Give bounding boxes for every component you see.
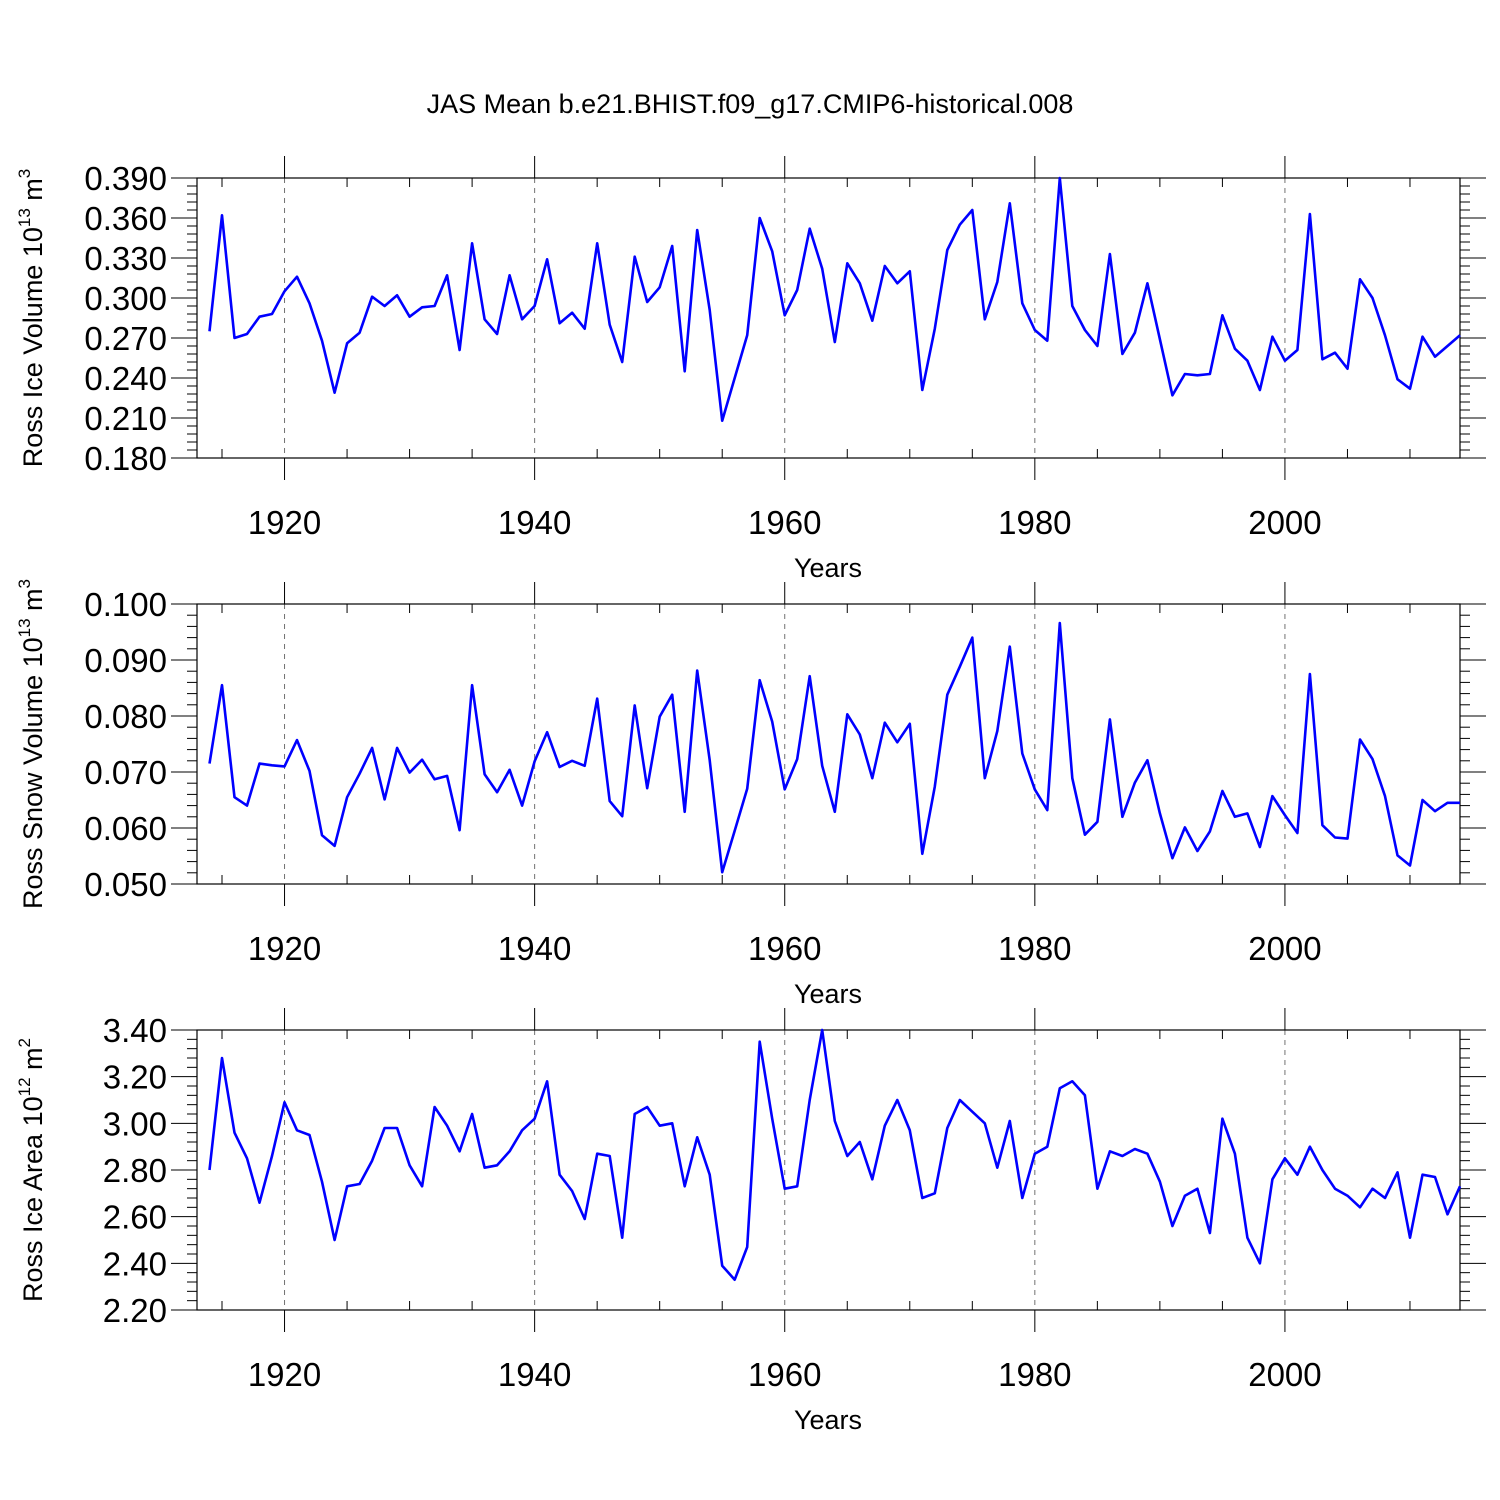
y-axis-label: Ross Ice Volume 1013 m3 xyxy=(15,169,48,468)
x-tick-label: 1920 xyxy=(248,1356,321,1393)
y-tick-label: 0.050 xyxy=(84,866,167,903)
y-tick-label: 0.070 xyxy=(84,754,167,791)
x-tick-label: 1940 xyxy=(498,930,571,967)
y-tick-label: 0.210 xyxy=(84,400,167,437)
series-line xyxy=(208,1028,1462,1281)
y-tick-label: 3.00 xyxy=(103,1105,167,1142)
y-tick-label: 0.080 xyxy=(84,698,167,735)
y-axis-label-text: Ross Snow Volume 10 xyxy=(18,637,48,909)
y-axis-label-exponent: 13 xyxy=(15,208,34,227)
y-tick-label: 2.40 xyxy=(103,1245,167,1282)
y-tick-label: 0.300 xyxy=(84,280,167,317)
panels: 1920 1940 1960 1980 2000 0.1800.2100.2400.270… xyxy=(15,156,1486,1435)
x-tick-label: 1960 xyxy=(748,504,821,541)
y-tick-label: 0.090 xyxy=(84,642,167,679)
y-axis-label-exponent: 13 xyxy=(15,618,34,637)
figure-title: JAS Mean b.e21.BHIST.f09_g17.CMIP6-histo… xyxy=(427,89,1074,119)
y-tick-label: 0.100 xyxy=(84,586,167,623)
x-axis-label: Years xyxy=(794,979,862,1009)
x-tick-label: 1980 xyxy=(998,930,1071,967)
y-axis-label-text: Ross Ice Volume 10 xyxy=(18,227,48,467)
y-tick-label: 3.40 xyxy=(103,1012,167,1049)
y-tick-label: 0.330 xyxy=(84,240,167,277)
x-axis-label: Years xyxy=(794,1405,862,1435)
x-tick-label: 1980 xyxy=(998,504,1071,541)
y-axis-label-unit-exponent: 3 xyxy=(15,579,34,588)
plot-frame xyxy=(196,1029,1461,1311)
y-tick-label: 0.180 xyxy=(84,440,167,477)
plot-frame xyxy=(196,603,1461,885)
y-tick-label: 2.80 xyxy=(103,1152,167,1189)
x-tick-label: 2000 xyxy=(1248,930,1321,967)
y-axis-label: Ross Ice Area 1012 m2 xyxy=(15,1038,48,1302)
plot-frame xyxy=(196,177,1461,459)
y-axis-label-unit: m xyxy=(18,178,48,208)
x-tick-label: 1940 xyxy=(498,1356,571,1393)
y-tick-label: 2.60 xyxy=(103,1199,167,1236)
y-tick-label: 0.390 xyxy=(84,160,167,197)
y-axis-label-exponent: 12 xyxy=(15,1077,34,1096)
series-line xyxy=(208,621,1460,874)
x-axis-label: Years xyxy=(794,553,862,583)
x-tick-label: 1940 xyxy=(498,504,571,541)
y-tick-label: 3.20 xyxy=(103,1059,167,1096)
y-axis-label: Ross Snow Volume 1013 m3 xyxy=(15,579,48,909)
y-axis-label-unit-exponent: 3 xyxy=(15,169,34,178)
y-tick-label: 0.360 xyxy=(84,200,167,237)
panel-3: 1920 1940 1960 1980 2000 2.20 2.40 2.60 2.80 3.00… xyxy=(15,1008,1486,1435)
x-tick-label: 1960 xyxy=(748,930,821,967)
x-tick-label: 1920 xyxy=(248,930,321,967)
y-tick-label: 0.060 xyxy=(84,810,167,847)
y-axis-label-unit: m xyxy=(18,1047,48,1077)
y-tick-label: 0.240 xyxy=(84,360,167,397)
x-tick-label: 1980 xyxy=(998,1356,1071,1393)
series-line xyxy=(208,176,1461,423)
y-axis-label-text: Ross Ice Area 10 xyxy=(18,1096,48,1302)
x-tick-label: 2000 xyxy=(1248,1356,1321,1393)
x-tick-label: 1920 xyxy=(248,504,321,541)
y-axis-label-unit: m xyxy=(18,588,48,618)
y-tick-label: 0.270 xyxy=(84,320,167,357)
panel-1: 1920 1940 1960 1980 2000 0.1800.2100.2400.270… xyxy=(15,156,1486,583)
y-axis-label-unit-exponent: 2 xyxy=(15,1038,34,1047)
y-tick-label: 2.20 xyxy=(103,1292,167,1329)
x-tick-label: 1960 xyxy=(748,1356,821,1393)
panel-2: 1920 1940 1960 1980 2000 0.050 0.060 0.070 0.080… xyxy=(15,579,1486,1009)
x-tick-label: 2000 xyxy=(1248,504,1321,541)
